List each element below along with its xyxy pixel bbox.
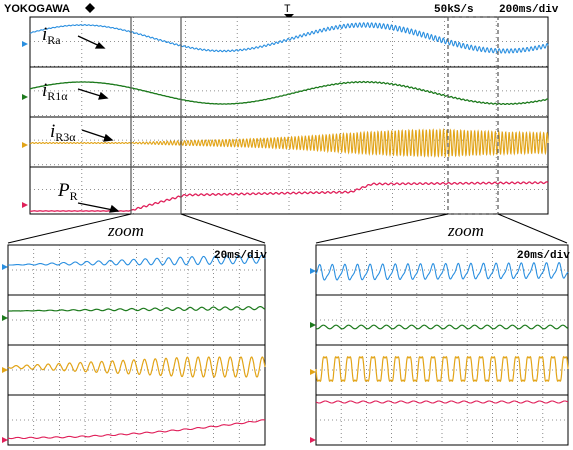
zoom-left-channel-marker-i-r3a — [2, 367, 8, 373]
channel-marker-i-r3a — [22, 142, 28, 148]
trace-i-r1a — [30, 80, 549, 106]
zoom-left-timebase: 20ms/div — [214, 250, 267, 262]
zoom-right-trace-p-r — [315, 400, 569, 404]
zoom-right-grid — [316, 245, 568, 445]
zoom-left-grid — [8, 245, 265, 445]
zoom-right-trace-i-ra — [315, 261, 569, 281]
zoom-right-traces — [310, 261, 569, 443]
label-i-r1a: iR1α — [42, 80, 68, 103]
timebase: 200ms/div — [499, 4, 559, 16]
brand-label: YOKOGAWA — [4, 3, 70, 15]
zoom-left-trace-i-ra — [8, 254, 266, 266]
trace-i-r3a — [29, 128, 549, 158]
zoom-right-label: zoom — [447, 221, 484, 240]
diamond-icon — [85, 3, 95, 13]
trigger-marker: T — [284, 4, 291, 16]
channel-marker-i-r1a — [22, 94, 28, 100]
channel-marker-i-ra — [22, 41, 28, 47]
zoom-connectors — [7, 213, 568, 244]
zoom-box-right — [447, 16, 499, 215]
zoom-box-left — [130, 16, 182, 215]
zoom-right-plot: 20ms/div — [310, 244, 570, 446]
zoom-right-timebase: 20ms/div — [517, 250, 570, 262]
zoom-left-channel-marker-i-r1a — [2, 315, 8, 321]
label-p-r: PR — [57, 180, 78, 203]
zoom-left-trace-p-r — [7, 419, 265, 440]
sample-rate: 50kS/s — [434, 4, 474, 16]
zoom-left-label: zoom — [107, 221, 144, 240]
channel-marker-p-r — [22, 202, 28, 208]
zoom-left-channel-marker-p-r — [2, 437, 8, 443]
label-i-r3a: iR3α — [50, 121, 76, 144]
zoom-left-plot: 20ms/div — [2, 244, 267, 446]
zoom-left-trace-i-r1a — [8, 306, 266, 312]
zoom-right-trace-i-r3a — [315, 355, 569, 383]
label-i-ra: iRa — [42, 24, 61, 47]
main-plot: iRa iR1α iR3α PR — [22, 16, 549, 215]
label-arrows — [77, 35, 120, 213]
zoom-right-trace-i-r1a — [315, 324, 569, 330]
zoom-left-channel-marker-i-ra — [2, 264, 8, 270]
zoom-right-channel-marker-i-ra — [310, 268, 316, 274]
zoom-right-channel-marker-i-r3a — [310, 369, 316, 375]
zoom-right-channel-marker-i-r1a — [310, 322, 316, 328]
trace-i-ra — [29, 22, 549, 54]
zoom-right-channel-marker-p-r — [310, 437, 316, 443]
zoom-left-traces — [2, 254, 266, 443]
zoom-left-trace-i-r3a — [7, 356, 266, 378]
